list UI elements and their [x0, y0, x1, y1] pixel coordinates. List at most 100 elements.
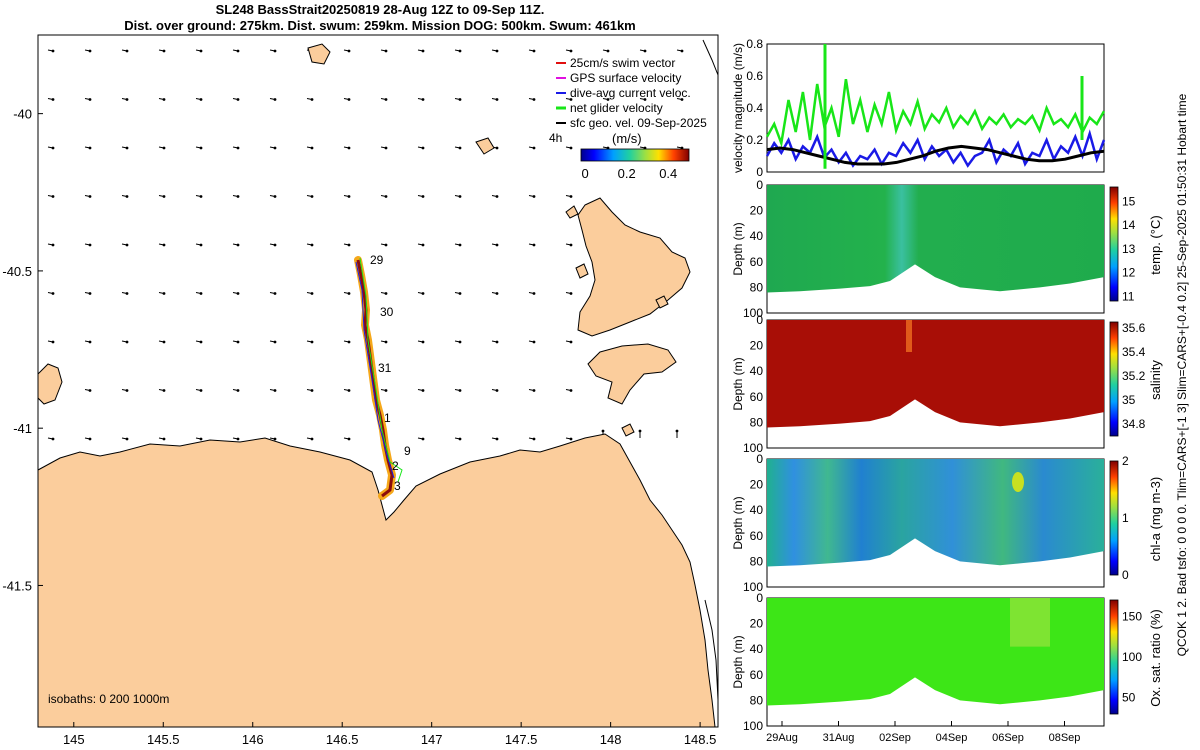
current-vector-arrowhead: [236, 195, 240, 198]
oxygen-y-tick-label: 0: [756, 591, 763, 605]
current-vector-arrowhead: [421, 292, 425, 295]
current-vector-arrowhead: [273, 146, 277, 150]
land-islet: [621, 423, 635, 437]
chlorophyll-y-tick-label: 0: [756, 452, 763, 466]
current-vector-arrowhead: [199, 49, 203, 53]
current-vector-arrowhead: [606, 49, 610, 53]
current-vector-arrowhead: [88, 389, 92, 392]
time-axis: 29Aug 31Aug 02Sep 04Sep 06Sep 08Sep: [766, 721, 1080, 744]
current-vector-arrowhead: [458, 389, 462, 392]
current-vector-arrowhead: [310, 437, 314, 441]
current-vector-arrowhead: [199, 340, 203, 344]
current-vector-arrowhead: [638, 429, 642, 433]
salinity-colorbar-tick-label: 35.4: [1122, 345, 1146, 359]
current-vector-arrowhead: [236, 146, 240, 150]
current-vector-arrowhead: [88, 340, 92, 344]
temperature-colorbar-tick-label: 14: [1122, 218, 1136, 232]
land-islet: [575, 263, 589, 279]
temperature-y-tick-label: 100: [743, 306, 763, 320]
current-vector-arrowhead: [675, 429, 679, 433]
land-islet: [475, 137, 495, 155]
glider-track-inner: [356, 259, 394, 498]
current-vector-arrowhead: [51, 292, 55, 295]
current-vector-arrowhead: [458, 49, 462, 53]
current-vector-arrowhead: [51, 98, 55, 101]
map-x-tick-label: 147: [421, 732, 443, 747]
current-vector-arrowhead: [310, 389, 314, 392]
current-vector-arrowhead: [162, 49, 166, 53]
time-tick-label: 08Sep: [1049, 732, 1081, 744]
velocity-y-tick-label: 0: [756, 165, 763, 179]
current-vector-arrowhead: [88, 195, 92, 198]
current-vector-arrowhead: [601, 429, 605, 433]
current-vector-arrowhead: [458, 437, 462, 441]
current-vector-arrowhead: [347, 292, 351, 295]
current-vector-arrowhead: [347, 146, 351, 150]
salinity-anomaly: [906, 320, 912, 352]
land-tasmania: [37, 433, 716, 728]
current-vector-arrowhead: [51, 340, 55, 344]
isobath-legend: isobaths: 0 200 1000m: [48, 692, 169, 706]
current-vector-arrowhead: [495, 243, 499, 247]
salinity-colorbar-tick-label: 35.6: [1122, 321, 1146, 335]
current-vector-arrowhead: [310, 195, 314, 198]
time-tick-label: 31Aug: [823, 732, 855, 744]
map-axes: 145145.5146146.5147147.5148148.5-39.5-40…: [2, 107, 716, 747]
current-vector-arrowhead: [347, 49, 351, 53]
current-vector-arrowhead: [458, 146, 462, 150]
current-vector-arrowhead: [384, 98, 388, 101]
current-vector-arrowhead: [310, 146, 314, 150]
current-vector-arrowhead: [495, 292, 499, 295]
salinity-colorbar-tick-label: 35.2: [1122, 369, 1146, 383]
land-islet: [307, 43, 331, 65]
current-vector-arrowhead: [569, 292, 573, 295]
speed-colorbar-ticks: 0 0.2 0.4: [582, 166, 678, 181]
current-vector-arrowhead: [310, 292, 314, 295]
current-vector-arrowhead: [532, 49, 536, 53]
current-vector-arrowhead: [569, 146, 573, 150]
current-vector-arrowhead: [236, 437, 240, 441]
chlorophyll-y-label: Depth (m): [731, 496, 745, 549]
current-vector-arrowhead: [421, 389, 425, 392]
oxygen-colorbar: [1109, 599, 1119, 715]
current-vector-arrowhead: [273, 243, 277, 247]
current-vector-arrowhead: [347, 243, 351, 247]
velocity-series-line: [765, 79, 1106, 149]
current-vector-arrowhead: [532, 340, 536, 344]
map-y-tick-label: -41: [13, 421, 32, 436]
track-day-label: 2: [392, 459, 399, 473]
current-vector-arrowhead: [273, 340, 277, 344]
current-vector-arrowhead: [125, 243, 129, 247]
isobath-line: [702, 39, 719, 76]
oxygen-y-tick-label: 40: [750, 642, 764, 656]
temperature-y-tick-label: 80: [750, 280, 764, 294]
land-islet: [655, 295, 669, 309]
map-panel: 29 30 31 1 2 3 9 145 145.5 146 146.5 147 147.5 148 14…: [2, 34, 719, 747]
current-vector-arrowhead: [236, 49, 240, 53]
current-vector-arrowhead: [532, 437, 536, 441]
track-day-labels: 29 30 31 1 2 3 9: [370, 253, 411, 493]
velocity-y-tick-label: 0.8: [746, 37, 763, 51]
current-vector-arrowhead: [458, 195, 462, 198]
current-vector-arrowhead: [310, 243, 314, 247]
current-vector-arrowhead: [458, 98, 462, 101]
current-vector-arrowhead: [532, 146, 536, 150]
current-vector-arrowhead: [421, 98, 425, 101]
current-vector-arrowhead: [532, 98, 536, 101]
current-vector-arrowhead: [125, 146, 129, 150]
current-vector-arrowhead: [495, 195, 499, 198]
temperature-colorbar-label: temp. (°C): [1148, 215, 1163, 274]
velocity-y-label: velocity magnitude (m/s): [731, 43, 745, 173]
current-vector-arrowhead: [125, 292, 129, 295]
oxygen-high-region: [1010, 598, 1050, 647]
current-vector-arrowhead: [162, 98, 166, 101]
oxygen-y-tick-label: 100: [743, 719, 763, 733]
current-vector-arrowhead: [532, 389, 536, 392]
processing-info-label: QCOK 1 2. Bad tsfo: 0 0 0 0. Tlim=CARS+[…: [1175, 93, 1189, 656]
oxygen-colorbar-tick-label: 150: [1122, 609, 1142, 623]
current-vector-arrowhead: [125, 98, 129, 101]
track-day-label: 30: [380, 305, 394, 319]
current-vector-arrowhead: [125, 340, 129, 344]
map-frame: [37, 34, 719, 728]
